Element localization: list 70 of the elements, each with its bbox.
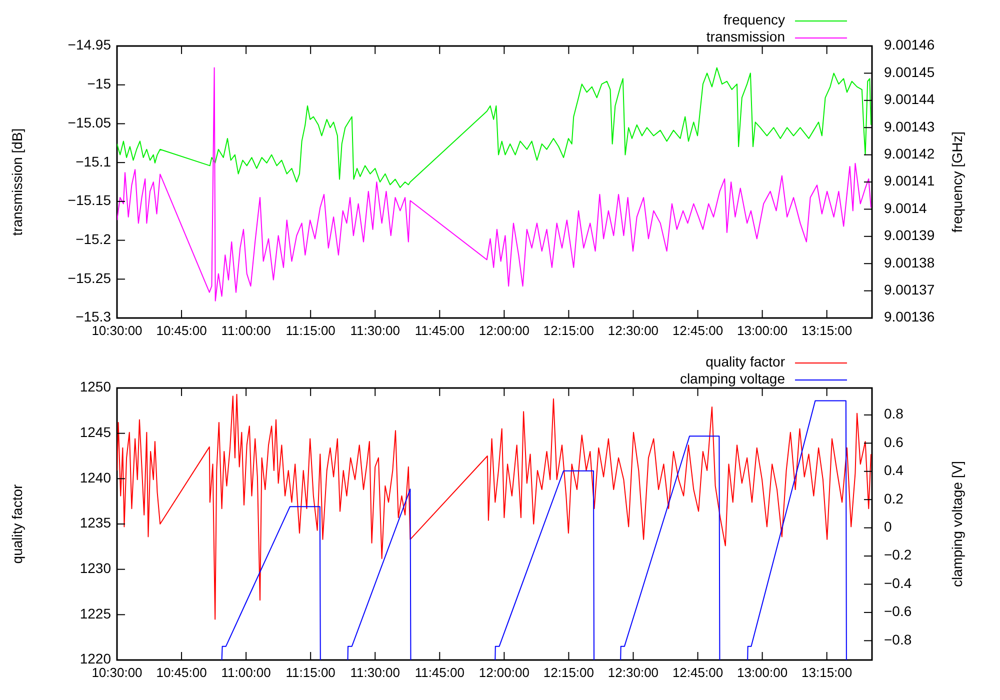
y2-tick-label: −0.4: [884, 574, 912, 591]
y-tick-label: −15.1: [76, 153, 112, 170]
y-tick-label: −15.2: [76, 230, 112, 247]
y-tick-label: −15.3: [76, 308, 112, 325]
x-tick-label: 11:45:00: [414, 665, 464, 680]
y-tick-label: −15: [87, 76, 112, 92]
x-tick-label: 11:00:00: [221, 665, 271, 680]
y2-tick-label: 0.8: [884, 406, 904, 422]
y2-tick-label: 9.00145: [884, 64, 935, 80]
legend-label: frequency: [724, 12, 785, 28]
y2-tick-label: 0.4: [884, 462, 904, 478]
y2-tick-label: 9.0014: [884, 200, 928, 216]
y2-tick-label: −0.2: [884, 546, 912, 563]
y-tick-label: −15.15: [68, 192, 112, 208]
x-tick-label: 13:15:00: [802, 665, 852, 680]
x-tick-label: 12:30:00: [608, 665, 659, 680]
y-tick-label: −15.25: [68, 270, 112, 286]
x-tick-label: 11:15:00: [286, 323, 336, 338]
x-tick-label: 10:45:00: [156, 665, 207, 680]
legend-label: quality factor: [706, 354, 786, 370]
y2-tick-label: −0.8: [884, 631, 912, 648]
x-tick-label: 11:30:00: [350, 323, 400, 338]
y-tick-label: 1245: [80, 424, 112, 440]
x-tick-label: 11:15:00: [286, 665, 336, 680]
x-tick-label: 12:15:00: [543, 323, 594, 338]
y-tick-label: 1235: [80, 514, 112, 531]
y2-tick-label: 9.00141: [884, 172, 935, 189]
line-series: [117, 67, 872, 188]
x-tick-label: 13:00:00: [736, 665, 788, 680]
x-tick-label: 12:30:00: [608, 323, 659, 338]
y2-tick-label: 9.00143: [884, 118, 935, 134]
y2-tick-label: 9.00136: [884, 308, 935, 325]
x-tick-label: 13:00:00: [736, 323, 788, 338]
y-axis-title: quality factor: [9, 484, 25, 564]
y2-tick-label: 9.00138: [884, 254, 935, 270]
y-tick-label: 1230: [80, 560, 112, 576]
line-series: [117, 394, 872, 620]
legend-label: transmission: [706, 28, 785, 45]
legend-label: clamping voltage: [680, 370, 786, 387]
y2-tick-label: 9.00142: [884, 146, 935, 162]
y2-tick-label: 9.00144: [884, 91, 935, 108]
y2-tick-label: 9.00146: [884, 36, 935, 53]
y-tick-label: 1240: [80, 469, 112, 486]
x-tick-label: 12:00:00: [478, 323, 530, 338]
y2-tick-label: 0.2: [884, 490, 904, 506]
x-tick-label: 10:30:00: [92, 323, 142, 338]
y-tick-label: 1220: [80, 650, 112, 667]
x-tick-label: 10:30:00: [92, 665, 142, 680]
y-tick-label: −14.95: [68, 36, 112, 53]
line-series: [117, 67, 872, 302]
y2-axis-title: clamping voltage [V]: [949, 460, 965, 588]
x-tick-label: 11:00:00: [221, 323, 271, 338]
x-tick-label: 11:30:00: [350, 665, 400, 680]
y-tick-label: −15.05: [68, 114, 112, 130]
x-tick-label: 11:45:00: [414, 323, 464, 338]
y2-tick-label: −0.6: [884, 603, 912, 620]
x-tick-label: 12:45:00: [672, 665, 724, 680]
x-tick-label: 12:00:00: [478, 665, 530, 680]
y-axis-title: transmission [dB]: [9, 128, 25, 236]
x-tick-label: 12:45:00: [672, 323, 724, 338]
y2-tick-label: 0.6: [884, 434, 904, 450]
x-tick-label: 12:15:00: [543, 665, 594, 680]
x-tick-label: 13:15:00: [802, 323, 852, 338]
y2-tick-label: 9.00139: [884, 227, 935, 244]
y2-tick-label: 0: [884, 518, 892, 535]
x-tick-label: 10:45:00: [156, 323, 207, 338]
y-tick-label: 1225: [80, 605, 112, 622]
y2-axis-title: frequency [GHz]: [949, 131, 965, 233]
y-tick-label: 1250: [80, 378, 112, 395]
y2-tick-label: 9.00137: [884, 282, 935, 298]
